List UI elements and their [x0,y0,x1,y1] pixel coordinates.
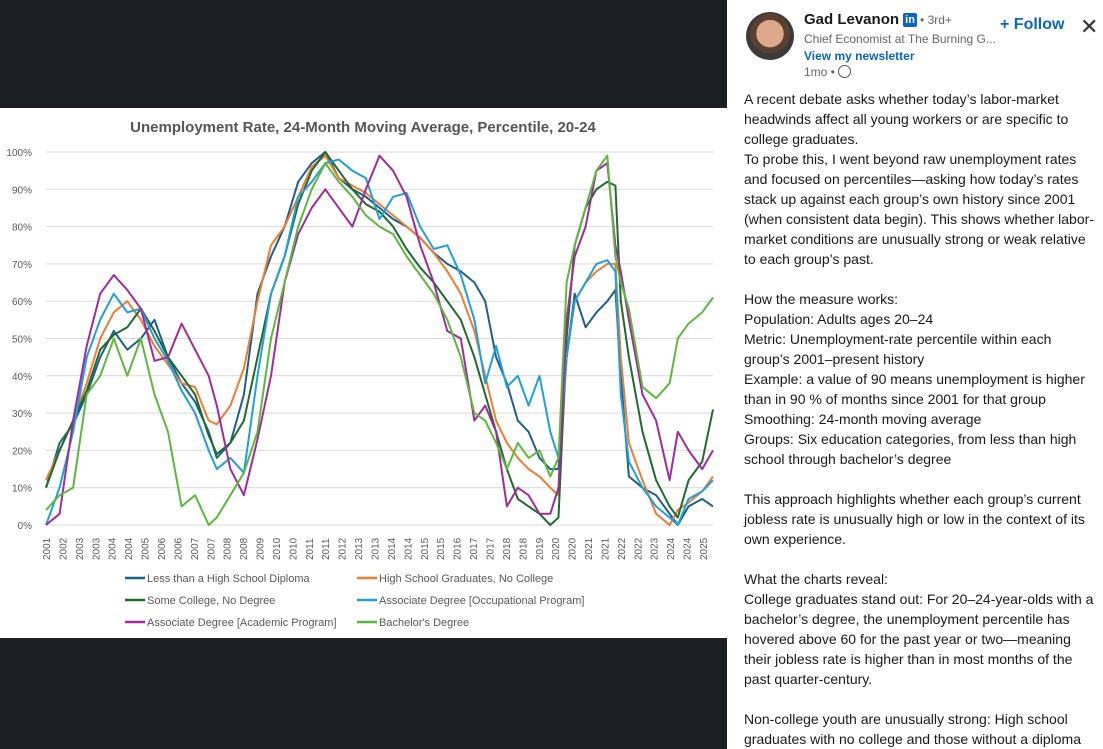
x-tick-label: 2011 [321,538,332,560]
y-tick-label: 30% [12,409,32,420]
x-tick-label: 2014 [403,537,414,560]
x-tick-label: 2020 [568,537,579,560]
x-tick-label: 2010 [288,537,299,560]
view-newsletter-link[interactable]: View my newsletter [804,49,915,63]
follow-button[interactable]: + Follow [1000,16,1065,33]
x-tick-label: 2022 [617,537,628,560]
post-body: A recent debate asks whether today’s lab… [744,89,1096,749]
unemployment-percentile-chart: Unemployment Rate, 24-Month Moving Avera… [6,119,714,629]
paragraph-gap [744,469,1096,489]
paragraph-gap [744,549,1096,569]
post-line: To probe this, I went beyond raw unemplo… [744,151,1094,267]
legend-label: High School Graduates, No College [379,573,553,585]
image-viewer: Unemployment Rate, 24-Month Moving Avera… [0,108,727,638]
post-time: 1mo • [804,65,835,79]
post-line: Example: a value of 90 means unemploymen… [744,371,1085,407]
x-tick-label: 2007 [190,537,201,560]
x-tick-label: 2021 [600,537,611,560]
legend-label: Bachelor's Degree [379,617,469,629]
x-tick-label: 2006 [173,537,184,560]
x-tick-label: 2021 [584,537,595,560]
x-tick-label: 2011 [305,538,316,560]
x-tick-label: 2022 [633,537,644,560]
author-avatar[interactable] [746,12,794,60]
x-tick-label: 2017 [485,537,496,560]
author-name[interactable]: Gad Levanon in • 3rd+ [804,11,952,28]
post-line: This approach highlights whether each gr… [744,491,1085,547]
x-tick-label: 2016 [453,537,464,560]
x-tick-label: 2007 [206,537,217,560]
series-line-3 [45,158,714,526]
x-tick-label: 2010 [272,537,283,560]
x-tick-label: 2001 [42,537,53,560]
x-tick-label: 2020 [551,537,562,560]
x-tick-label: 2003 [75,537,86,560]
y-tick-label: 0% [18,521,33,532]
legend-label: Some College, No Degree [147,595,275,607]
post-line: Groups: Six education categories, from l… [744,431,1077,467]
legend-label: Less than a High School Diploma [147,573,311,585]
legend-label: Associate Degree [Occupational Program] [379,595,584,607]
post-line: College graduates stand out: For 20–24-y… [744,591,1094,687]
y-tick-label: 80% [12,223,32,234]
y-tick-label: 70% [12,260,32,271]
y-tick-label: 60% [12,297,32,308]
y-tick-label: 20% [12,446,32,457]
author-name-text[interactable]: Gad Levanon [804,11,900,28]
close-icon[interactable]: ✕ [1080,14,1099,39]
x-tick-label: 2013 [354,537,365,560]
y-tick-label: 90% [12,185,32,196]
author-headline: Chief Economist at The Burning G... [804,32,996,46]
x-tick-label: 2024 [683,537,694,560]
post-meta: 1mo • [804,65,851,79]
globe-icon [837,65,851,78]
x-tick-label: 2017 [469,537,480,560]
post-line: Population: Adults ages 20–24 [744,311,934,327]
x-tick-label: 2014 [387,537,398,560]
x-tick-label: 2009 [256,537,267,560]
x-tick-label: 2015 [420,537,431,560]
y-tick-label: 100% [6,148,32,159]
paragraph-gap [744,689,1096,709]
chart-title: Unemployment Rate, 24-Month Moving Avera… [130,119,596,136]
x-tick-label: 2008 [223,537,234,560]
x-tick-label: 2015 [436,537,447,560]
post-line: Metric: Unemployment-rate percentile wit… [744,331,1052,367]
x-tick-label: 2024 [666,537,677,560]
series-line-2 [45,151,714,526]
x-tick-label: 2003 [91,537,102,560]
post-line: What the charts reveal: [744,571,888,587]
x-tick-label: 2019 [535,537,546,560]
x-tick-label: 2008 [239,537,250,560]
x-tick-label: 2004 [108,537,119,560]
x-tick-label: 2006 [157,537,168,560]
x-tick-label: 2023 [650,537,661,560]
connection-degree: • 3rd+ [920,13,952,27]
post-line: Smoothing: 24-month moving average [744,411,982,427]
post-panel [727,0,1103,749]
linkedin-icon: in [903,13,918,27]
y-tick-label: 40% [12,372,32,383]
post-line: A recent debate asks whether today’s lab… [744,91,1069,147]
x-tick-label: 2004 [124,537,135,560]
x-tick-label: 2025 [699,537,710,560]
legend-label: Associate Degree [Academic Program] [147,617,337,629]
x-tick-label: 2013 [371,537,382,560]
x-tick-label: 2005 [141,537,152,560]
series-line-5 [45,154,714,526]
paragraph-gap [744,269,1096,289]
y-tick-label: 50% [12,335,32,346]
y-tick-label: 10% [12,484,32,495]
post-line: How the measure works: [744,291,899,307]
x-tick-label: 2002 [58,537,69,560]
post-line: Non-college youth are unusually strong: … [744,711,1081,747]
x-tick-label: 2018 [518,537,529,560]
x-tick-label: 2012 [338,537,349,560]
chart-image: Unemployment Rate, 24-Month Moving Avera… [0,108,727,638]
x-tick-label: 2018 [502,537,513,560]
